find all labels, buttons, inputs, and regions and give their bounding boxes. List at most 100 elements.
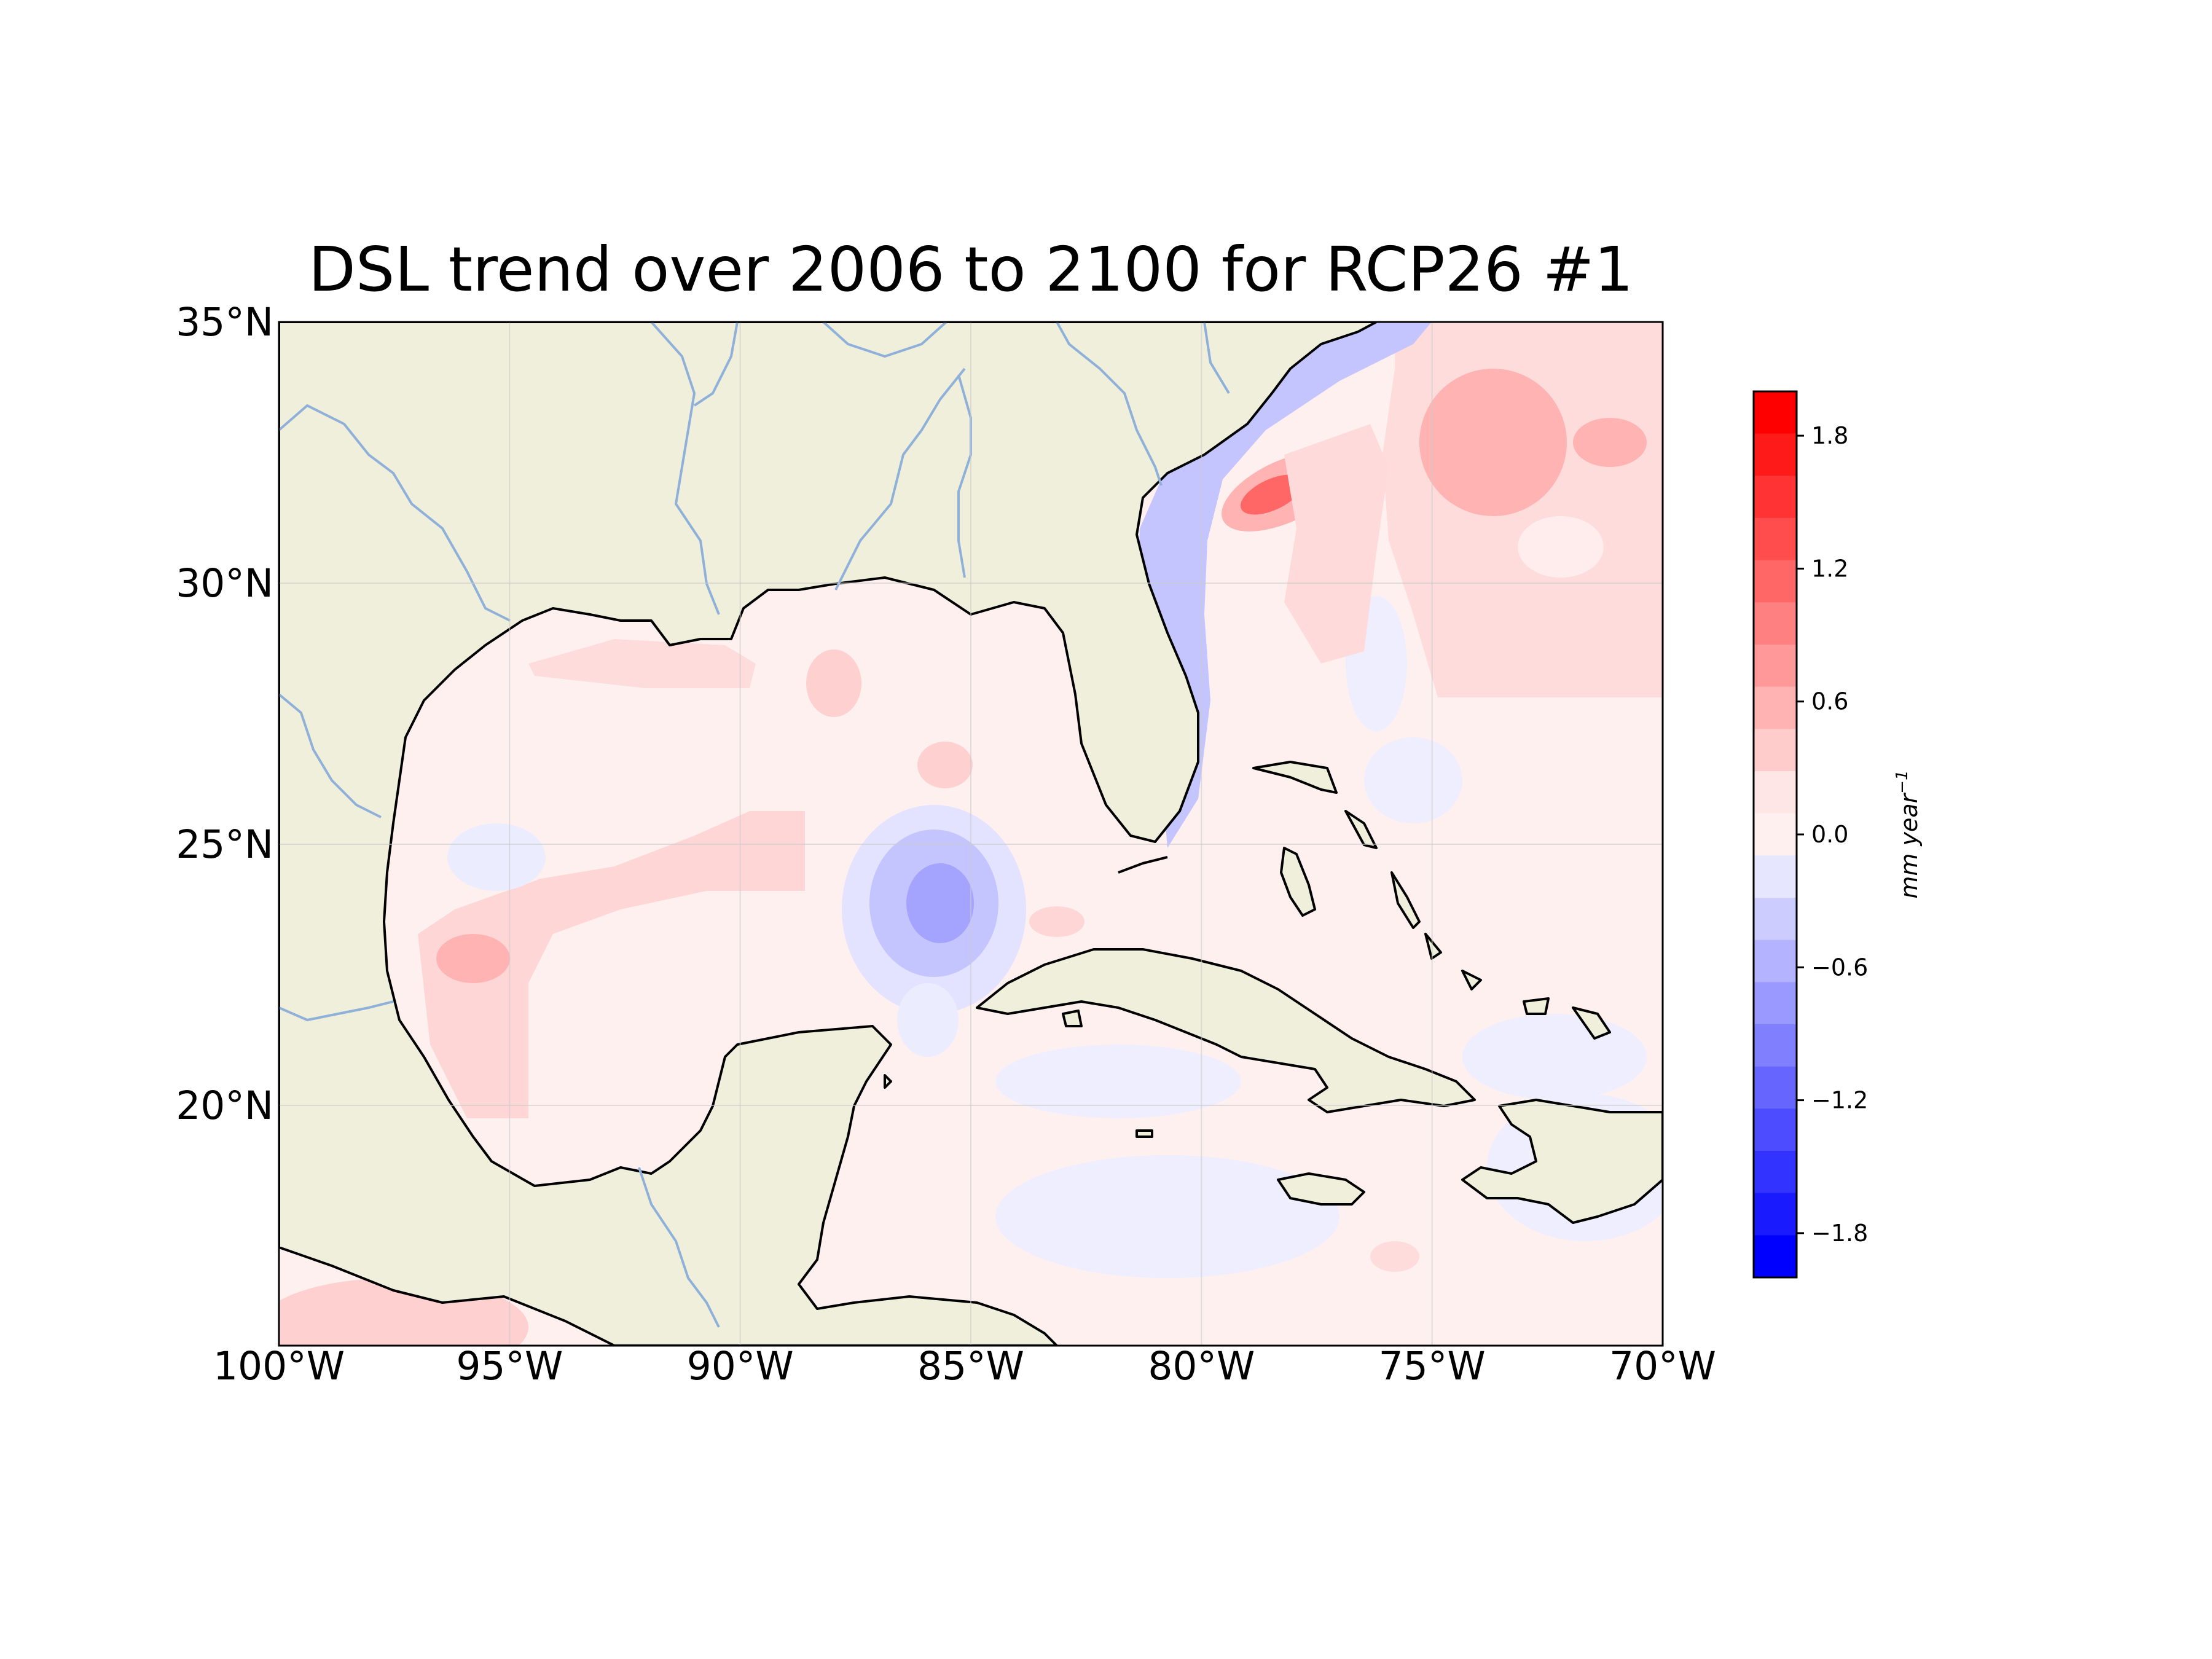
x-tick-label: 70°W <box>1609 1344 1716 1389</box>
colorbar-segment <box>1754 602 1797 645</box>
colorbar-segment <box>1754 560 1797 603</box>
trend-region-cuba-positive <box>1029 906 1084 937</box>
colorbar-segment <box>1754 898 1797 941</box>
x-axis-ticks: 100°W 95°W 90°W 85°W 80°W 75°W 70°W <box>213 1344 1716 1389</box>
colorbar-tick-label: 0.0 <box>1811 821 1848 848</box>
abaco-island <box>1344 810 1378 849</box>
trend-field <box>279 322 1663 1346</box>
cuba <box>976 948 1476 1113</box>
colorbar-tick-label: −0.6 <box>1811 954 1868 981</box>
trend-region-carolina-positive-core <box>1241 474 1303 515</box>
colorbar-segments <box>1754 391 1797 1278</box>
colorbar-segment <box>1754 939 1797 982</box>
colorbar-tick-label: 1.8 <box>1811 422 1848 449</box>
colorbar-segment <box>1754 1066 1797 1109</box>
cayman-islands <box>1135 1129 1153 1138</box>
trend-region-gulf-stream-negative <box>1137 322 1432 848</box>
trend-region-north-gulf-positive <box>528 639 756 688</box>
land <box>279 322 1663 1346</box>
trend-region-bahamas-negative <box>1364 737 1462 823</box>
eleuthera <box>1390 871 1421 929</box>
map-frame <box>278 321 1664 1347</box>
colorbar-label-text: mm year <box>1896 792 1923 898</box>
map-title: DSL trend over 2006 to 2100 for RCP26 #1 <box>308 233 1633 305</box>
grand-bahama <box>1252 761 1338 794</box>
river-5 <box>1056 322 1163 486</box>
river-2 <box>650 322 720 615</box>
acklins-island <box>1461 970 1482 990</box>
x-tick-label: 100°W <box>213 1344 345 1389</box>
trend-region-loop-current-core <box>906 863 974 943</box>
long-island-bahamas <box>1424 933 1442 960</box>
colorbar-segment <box>1754 1024 1797 1067</box>
cozumel <box>884 1074 892 1089</box>
colorbar-segment <box>1754 813 1797 856</box>
jamaica <box>1277 1172 1365 1206</box>
map-panel <box>279 322 1663 1346</box>
colorbar-label-superscript: −1 <box>1893 770 1912 793</box>
y-tick-label: 20°N <box>176 1083 273 1128</box>
hispaniola <box>1461 1099 1663 1224</box>
colorbar-segment <box>1754 518 1797 561</box>
colorbar-segment <box>1754 645 1797 688</box>
river-11 <box>638 1167 720 1328</box>
gridlines <box>279 322 1663 1346</box>
x-tick-label: 75°W <box>1379 1344 1486 1389</box>
trend-region-caribbean-positive <box>1370 1241 1419 1272</box>
x-tick-label: 95°W <box>456 1344 563 1389</box>
colorbar-tick-label: 0.6 <box>1811 688 1848 715</box>
trend-region-caribbean-negative-4 <box>1462 1014 1647 1100</box>
trend-region-yucatan-negative <box>897 983 959 1057</box>
colorbar-segment <box>1754 433 1797 476</box>
colorbar-segment <box>1754 982 1797 1025</box>
river-6 <box>822 322 947 358</box>
andros-island <box>1280 847 1316 917</box>
colorbar-tick-label: 1.2 <box>1811 555 1848 582</box>
river-4 <box>834 367 966 590</box>
rivers <box>279 322 1230 1328</box>
colorbar-label: mm year−1 <box>1893 770 1923 898</box>
trend-region-central-gulf-positive <box>917 742 973 788</box>
colorbar-segment <box>1754 1193 1797 1236</box>
north-america-landmass <box>279 322 1378 1346</box>
colorbar-tick-label: −1.8 <box>1811 1220 1868 1247</box>
river-10 <box>279 1000 394 1022</box>
river-7 <box>957 374 972 578</box>
colorbar-segment <box>1754 1151 1797 1194</box>
colorbar-segment <box>1754 855 1797 898</box>
colorbar-tick-label: −1.2 <box>1811 1087 1868 1114</box>
x-tick-label: 85°W <box>917 1344 1024 1389</box>
colorbar-segment <box>1754 391 1797 434</box>
colorbar-ticks: 1.8 1.2 0.6 0.0 −0.6 −1.2 −1.8 <box>1797 422 1868 1247</box>
y-tick-label: 35°N <box>176 300 273 345</box>
colorbar: 1.8 1.2 0.6 0.0 −0.6 −1.2 −1.8 mm year−1 <box>1752 390 1923 1279</box>
trend-region-atlantic-hole <box>1518 516 1604 578</box>
trend-region-west-gulf-negative <box>447 823 546 891</box>
river-1 <box>279 404 511 622</box>
trend-region-west-gulf-max <box>436 934 510 983</box>
isle-of-youth <box>1062 1010 1083 1027</box>
florida-keys <box>1118 856 1168 874</box>
y-axis-ticks: 35°N 30°N 25°N 20°N <box>176 300 273 1128</box>
y-tick-label: 30°N <box>176 561 273 606</box>
trend-region-caribbean-negative-2 <box>995 1155 1339 1278</box>
trend-region-offshore-positive-band <box>1284 424 1389 664</box>
colorbar-segment <box>1754 771 1797 814</box>
x-tick-label: 80°W <box>1148 1344 1255 1389</box>
trend-region-west-gulf-positive <box>418 811 805 1118</box>
y-tick-label: 25°N <box>176 822 273 867</box>
river-3 <box>693 322 739 407</box>
trend-region-atlantic-max-2 <box>1573 418 1647 467</box>
trend-region-caribbean-negative-1 <box>995 1045 1241 1118</box>
colorbar-segment <box>1754 1235 1797 1278</box>
colorbar-segment <box>1754 729 1797 772</box>
turks-islands <box>1572 1006 1611 1040</box>
trend-region-atlantic-max <box>1419 369 1567 516</box>
trend-region-ne-gulf-positive <box>806 649 861 717</box>
colorbar-segment <box>1754 476 1797 519</box>
inagua <box>1523 997 1550 1015</box>
river-9 <box>279 693 382 818</box>
colorbar-segment <box>1754 1108 1797 1151</box>
colorbar-segment <box>1754 686 1797 729</box>
